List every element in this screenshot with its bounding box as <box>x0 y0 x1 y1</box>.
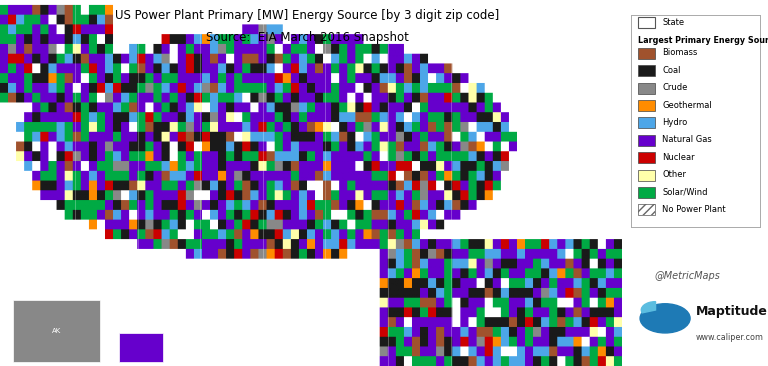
Circle shape <box>640 304 690 333</box>
Text: No Power Plant: No Power Plant <box>662 205 726 214</box>
Text: Geothermal: Geothermal <box>662 101 712 109</box>
Text: Nuclear: Nuclear <box>662 153 695 162</box>
FancyBboxPatch shape <box>637 83 654 94</box>
FancyBboxPatch shape <box>637 48 654 59</box>
Text: Source:  EIA March 2016 Snapshot: Source: EIA March 2016 Snapshot <box>206 31 409 44</box>
Text: Largest Primary Energy Source: Largest Primary Energy Source <box>637 36 768 45</box>
FancyBboxPatch shape <box>12 300 100 362</box>
FancyBboxPatch shape <box>637 100 654 111</box>
Text: AK: AK <box>51 328 61 334</box>
Text: Natural Gas: Natural Gas <box>662 135 712 144</box>
FancyBboxPatch shape <box>637 117 654 128</box>
FancyBboxPatch shape <box>637 205 654 216</box>
Text: Crude: Crude <box>662 83 687 92</box>
FancyBboxPatch shape <box>637 169 654 181</box>
FancyBboxPatch shape <box>637 135 654 146</box>
Text: Other: Other <box>662 170 687 179</box>
Text: www.caliper.com: www.caliper.com <box>696 333 764 342</box>
Text: US Power Plant Primary [MW] Energy Source [by 3 digit zip code]: US Power Plant Primary [MW] Energy Sourc… <box>115 9 499 22</box>
Wedge shape <box>641 302 656 313</box>
FancyBboxPatch shape <box>637 65 654 76</box>
FancyBboxPatch shape <box>119 333 163 362</box>
Text: @MetricMaps: @MetricMaps <box>654 271 720 281</box>
Text: Hydro: Hydro <box>662 118 687 127</box>
FancyBboxPatch shape <box>637 152 654 163</box>
Text: Biomass: Biomass <box>662 48 697 57</box>
Text: Coal: Coal <box>662 66 680 75</box>
Text: Solar/Wind: Solar/Wind <box>662 188 708 197</box>
Text: State: State <box>662 18 684 27</box>
FancyBboxPatch shape <box>637 187 654 198</box>
Text: Maptitude: Maptitude <box>696 305 768 318</box>
FancyBboxPatch shape <box>637 18 654 29</box>
